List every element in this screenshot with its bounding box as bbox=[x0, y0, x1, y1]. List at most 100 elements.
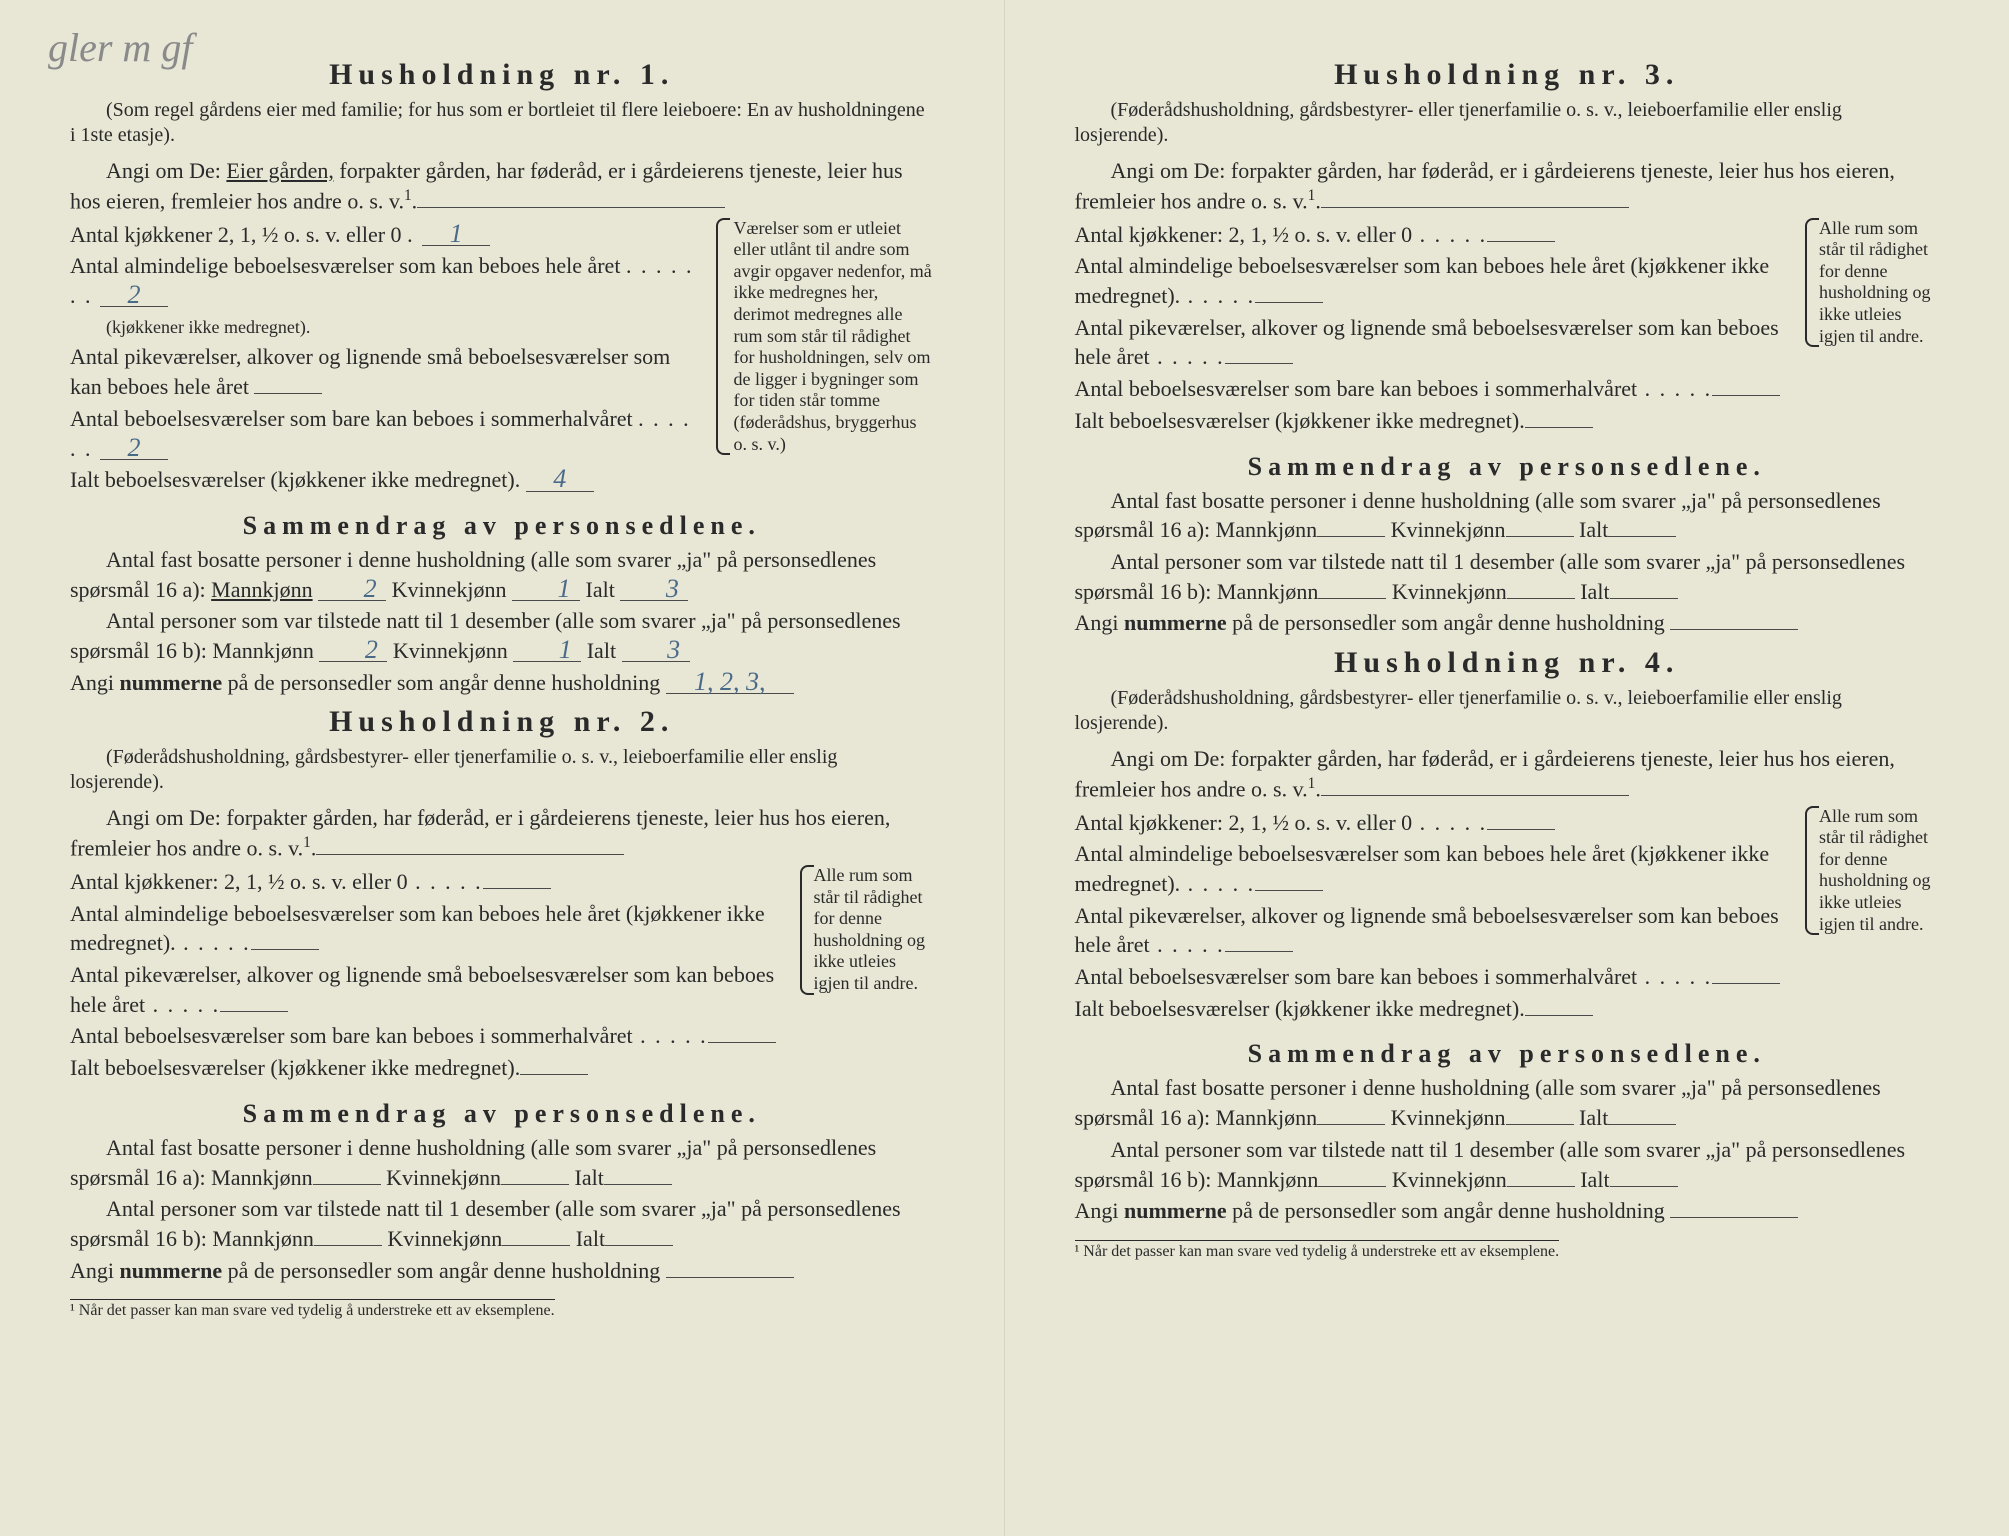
kitchens-fill-4 bbox=[1487, 829, 1555, 830]
nummer-value-1: 1, 2, 3, bbox=[666, 670, 794, 694]
right-page: Husholdning nr. 3. (Føderådshusholdning,… bbox=[1005, 0, 2009, 1536]
pike-row-4: Antal pikeværelser, alkover og lignende … bbox=[1075, 901, 1796, 960]
rooms-year-row-2: Antal almindelige beboelsesværelser som … bbox=[70, 899, 790, 958]
mann-label-2: Mannkjønn bbox=[211, 1165, 312, 1190]
fast-row-3: Antal fast bosatte personer i denne hush… bbox=[1075, 486, 1940, 545]
nummer-row-4: Angi nummerne på de personsedler som ang… bbox=[1075, 1196, 1940, 1226]
mann-label-3b: Mannkjønn bbox=[1217, 579, 1318, 604]
angi-prefix-2: Angi om De: bbox=[106, 805, 221, 830]
til-mann-3 bbox=[1318, 598, 1386, 599]
nummer-prefix-2: Angi bbox=[70, 1258, 114, 1283]
left-page: gler m gf Husholdning nr. 1. (Som regel … bbox=[0, 0, 1005, 1536]
summer-value-1: 2 bbox=[100, 436, 168, 460]
fast-ialt-4 bbox=[1608, 1124, 1676, 1125]
rooms-year-row-3: Antal almindelige beboelsesværelser som … bbox=[1075, 251, 1796, 310]
nummer-row-3: Angi nummerne på de personsedler som ang… bbox=[1075, 608, 1940, 638]
nummer-prefix-4: Angi bbox=[1075, 1198, 1119, 1223]
sup-1: 1 bbox=[404, 187, 412, 204]
pike-row-1: Antal pikeværelser, alkover og lignende … bbox=[70, 342, 706, 401]
total-row-4: Ialt beboelsesværelser (kjøkkener ikke m… bbox=[1075, 994, 1796, 1024]
total-value-1: 4 bbox=[526, 467, 594, 491]
kvinne-label-1: Kvinnekjønn bbox=[392, 577, 507, 602]
pike-row-3: Antal pikeværelser, alkover og lignende … bbox=[1075, 313, 1796, 372]
pike-label-1: Antal pikeværelser, alkover og lignende … bbox=[70, 344, 670, 399]
summer-fill-4 bbox=[1712, 983, 1780, 984]
til-kvinne-4 bbox=[1507, 1186, 1575, 1187]
summer-row-4: Antal beboelsesværelser som bare kan beb… bbox=[1075, 962, 1796, 992]
ialt-label-1: Ialt bbox=[586, 577, 615, 602]
household-4-title: Husholdning nr. 4. bbox=[1075, 646, 1940, 680]
sammendrag-title-2: Sammendrag av personsedlene. bbox=[70, 1099, 934, 1129]
mann-label-4b: Mannkjønn bbox=[1217, 1167, 1318, 1192]
rooms-year-row-1: Antal almindelige beboelsesværelser som … bbox=[70, 251, 706, 340]
fast-kvinne-1: 1 bbox=[512, 577, 580, 601]
ialt-label-2: Ialt bbox=[575, 1165, 604, 1190]
rooms-year-label-2: Antal almindelige beboelsesværelser som … bbox=[70, 901, 765, 956]
ialt-label-4: Ialt bbox=[1579, 1105, 1608, 1130]
rooms-year-fill-2 bbox=[251, 949, 319, 950]
fast-mann-2 bbox=[313, 1184, 381, 1185]
kitchens-row-3: Antal kjøkkener: 2, 1, ½ o. s. v. eller … bbox=[1075, 220, 1796, 250]
angi-fill-4 bbox=[1321, 795, 1629, 796]
side-note-text-3: Alle rum som står til rådighet for denne… bbox=[1819, 218, 1931, 346]
ialt-label-2b: Ialt bbox=[576, 1226, 605, 1251]
total-fill-4 bbox=[1525, 1015, 1593, 1016]
fast-mann-3 bbox=[1317, 536, 1385, 537]
nummer-bold-3: nummerne bbox=[1124, 610, 1227, 635]
nummer-bold-2: nummerne bbox=[120, 1258, 223, 1283]
sup-4: 1 bbox=[1308, 775, 1316, 792]
household-2-angi: Angi om De: forpakter gården, har føderå… bbox=[70, 803, 934, 863]
nummer-value-4 bbox=[1670, 1217, 1798, 1218]
fast-kvinne-4 bbox=[1506, 1124, 1574, 1125]
til-kvinne-2 bbox=[502, 1245, 570, 1246]
total-label-2: Ialt beboelsesværelser (kjøkkener ikke m… bbox=[70, 1055, 520, 1080]
side-note-text-4: Alle rum som står til rådighet for denne… bbox=[1819, 806, 1931, 934]
rooms-year-value-1: 2 bbox=[100, 283, 168, 307]
footnote-right: ¹ Når det passer kan man svare ved tydel… bbox=[1075, 1240, 1560, 1261]
summer-fill-2 bbox=[708, 1042, 776, 1043]
sup-2: 1 bbox=[303, 834, 311, 851]
nummer-row-1: Angi nummerne på de personsedler som ang… bbox=[70, 668, 934, 698]
mann-label-1b: Mannkjønn bbox=[212, 638, 313, 663]
household-3-title: Husholdning nr. 3. bbox=[1075, 58, 1940, 92]
mann-label-1: Mannkjønn bbox=[211, 577, 312, 602]
summer-label-4: Antal beboelsesværelser som bare kan beb… bbox=[1075, 964, 1638, 989]
summer-row-1: Antal beboelsesværelser som bare kan beb… bbox=[70, 404, 706, 463]
sammendrag-title-4: Sammendrag av personsedlene. bbox=[1075, 1039, 1940, 1069]
sammendrag-title-3: Sammendrag av personsedlene. bbox=[1075, 452, 1940, 482]
til-kvinne-3 bbox=[1507, 598, 1575, 599]
kvinne-label-3b: Kvinnekjønn bbox=[1392, 579, 1507, 604]
household-2-title: Husholdning nr. 2. bbox=[70, 705, 934, 739]
nummer-value-2 bbox=[666, 1277, 794, 1278]
household-2-rooms-block: Antal kjøkkener: 2, 1, ½ o. s. v. eller … bbox=[70, 865, 934, 1085]
til-ialt-1: 3 bbox=[622, 638, 690, 662]
summer-fill-3 bbox=[1712, 395, 1780, 396]
mann-label-4: Mannkjønn bbox=[1216, 1105, 1317, 1130]
side-note-text-2: Alle rum som står til rådighet for denne… bbox=[814, 865, 926, 993]
til-mann-2 bbox=[314, 1245, 382, 1246]
nummer-bold-4: nummerne bbox=[1124, 1198, 1227, 1223]
kvinne-label-3: Kvinnekjønn bbox=[1391, 517, 1506, 542]
til-ialt-2 bbox=[605, 1245, 673, 1246]
fast-row-2: Antal fast bosatte personer i denne hush… bbox=[70, 1133, 934, 1192]
fast-row-4: Antal fast bosatte personer i denne hush… bbox=[1075, 1073, 1940, 1132]
household-2-note: (Føderådshusholdning, gårdsbestyrer- ell… bbox=[70, 745, 934, 795]
til-ialt-4 bbox=[1610, 1186, 1678, 1187]
household-1-note: (Som regel gårdens eier med familie; for… bbox=[70, 98, 934, 148]
nummer-prefix-1: Angi bbox=[70, 670, 114, 695]
brace-icon-4 bbox=[1805, 806, 1819, 936]
kitchens-fill-3 bbox=[1487, 241, 1555, 242]
total-row-1: Ialt beboelsesværelser (kjøkkener ikke m… bbox=[70, 465, 706, 495]
kitchens-fill-2 bbox=[483, 888, 551, 889]
til-mann-1: 2 bbox=[319, 638, 387, 662]
household-1-rooms-block: Antal kjøkkener 2, 1, ½ o. s. v. eller 0… bbox=[70, 218, 934, 497]
angi-prefix: Angi om De: bbox=[106, 158, 221, 183]
kitchens-label-1: Antal kjøkkener 2, 1, ½ o. s. v. eller 0 bbox=[70, 222, 402, 247]
fast-mann-4 bbox=[1317, 1124, 1385, 1125]
summer-label-3: Antal beboelsesværelser som bare kan beb… bbox=[1075, 376, 1638, 401]
brace-icon-2 bbox=[800, 865, 814, 995]
til-mann-4 bbox=[1318, 1186, 1386, 1187]
total-row-2: Ialt beboelsesværelser (kjøkkener ikke m… bbox=[70, 1053, 790, 1083]
household-3-rooms-block: Antal kjøkkener: 2, 1, ½ o. s. v. eller … bbox=[1075, 218, 1940, 438]
kvinne-label-4: Kvinnekjønn bbox=[1391, 1105, 1506, 1130]
